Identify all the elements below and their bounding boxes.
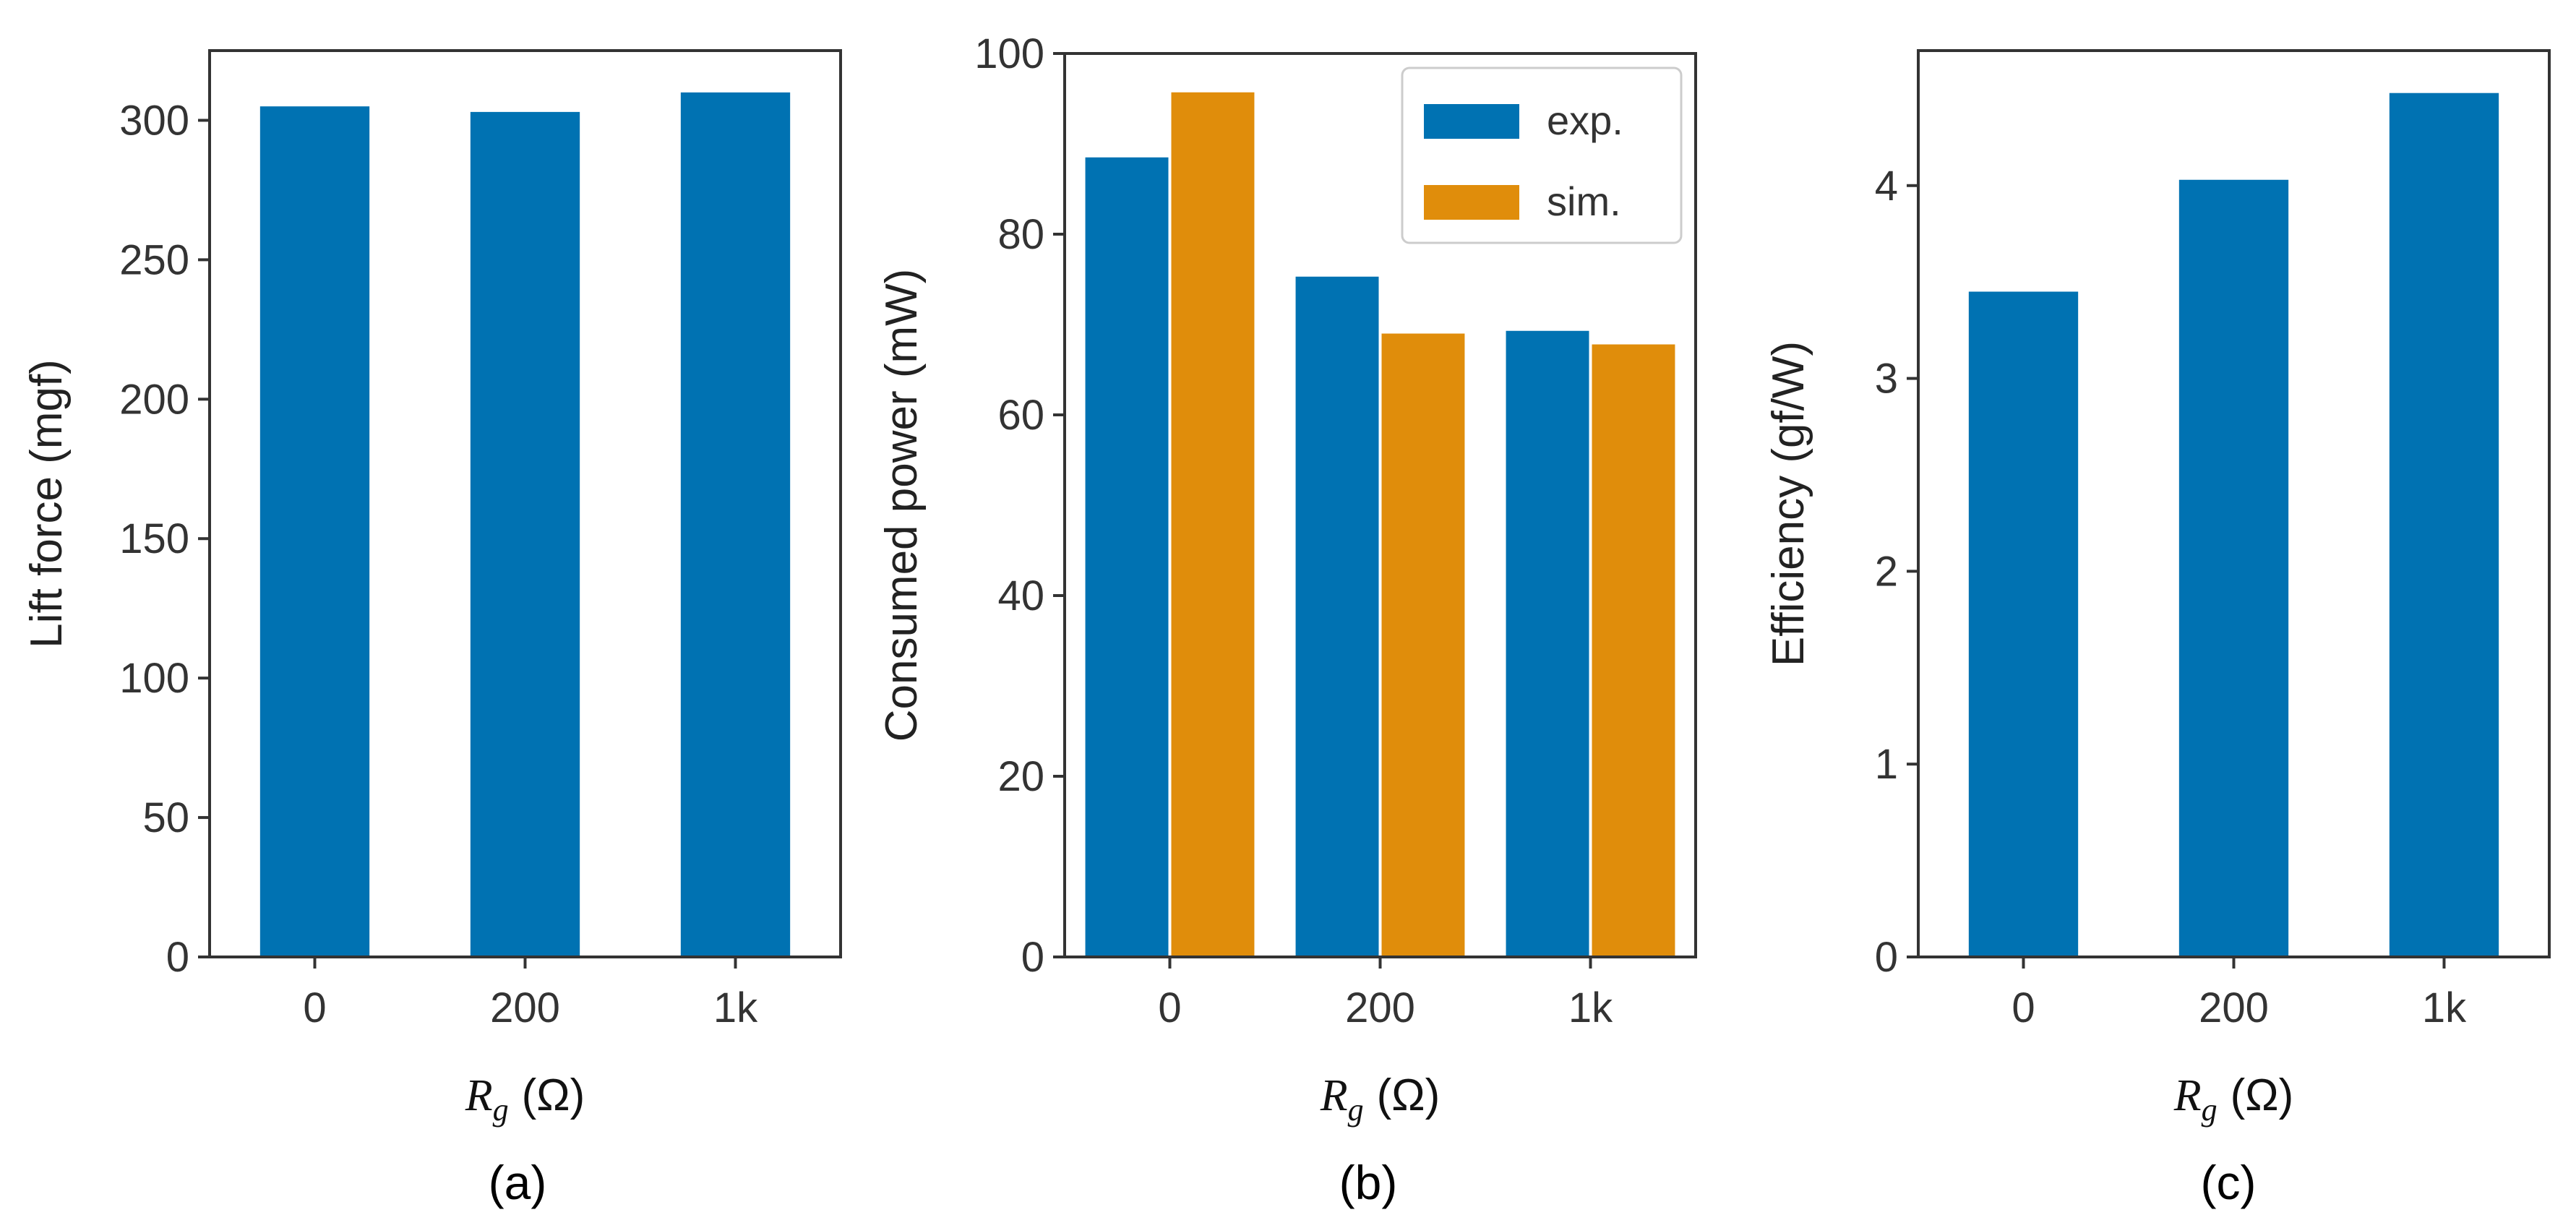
y-tick-label: 0 [1875,934,1898,981]
x-axis-label: Rg (Ω) [2173,1070,2294,1128]
x-axis-label-subscript: g [493,1092,509,1128]
y-tick-label: 20 [997,753,1044,800]
y-tick-label: 3 [1875,356,1898,403]
bars [259,92,791,958]
x-axis-label: Rg (Ω) [465,1070,585,1128]
y-tick-label: 100 [119,655,189,702]
y-tick-label: 150 [119,515,189,562]
legend-label-exp: exp. [1547,98,1623,143]
bar-series0-1k [2389,93,2499,957]
bar-sim-1k [1592,344,1675,957]
legend-swatch-sim [1424,185,1519,220]
bar-exp-200 [1295,276,1379,957]
y-tick-label: 50 [142,794,189,841]
legend: exp. sim. [1401,66,1683,244]
x-tick-label: 200 [490,984,560,1031]
bars [1085,92,1675,957]
y-axis-label: Lift force (mgf) [22,359,72,648]
bar-series0-1k [680,92,791,957]
x-tick-label: 1k [1568,984,1613,1031]
x-axis-label-symbol: R [2173,1071,2202,1120]
panel-c-efficiency: 0 1 2 3 4 0 200 1k Efficiency (gf/W) Rg (Ω) (c) [1764,49,2551,1209]
x-tick-label: 200 [2199,984,2269,1031]
x-axis-label-unit: (Ω) [522,1070,585,1120]
bar-series0-0 [259,106,370,958]
y-tick-label: 0 [166,934,189,981]
legend-label-sim: sim. [1547,179,1621,224]
x-axis-label-symbol: R [1320,1071,1348,1120]
y-tick-label: 300 [119,97,189,144]
legend-swatch-exp [1424,104,1519,139]
y-tick-label: 250 [119,236,189,283]
y-axis-label: Efficiency (gf/W) [1764,341,1813,666]
y-tick-label: 0 [1021,934,1044,981]
x-tick-label: 0 [1158,984,1181,1031]
bar-exp-1k [1506,330,1589,957]
y-tick-label: 100 [974,30,1044,77]
y-tick-label: 4 [1875,163,1898,210]
x-tick-label: 200 [1345,984,1415,1031]
bar-exp-0 [1085,157,1169,957]
panel-label: (c) [2201,1156,2257,1209]
x-tick-label: 1k [2422,984,2467,1031]
y-tick-label: 80 [997,211,1044,258]
x-axis-label: Rg (Ω) [1320,1070,1441,1128]
y-tick-label: 1 [1875,741,1898,788]
x-tick-label: 1k [713,984,758,1031]
y-tick-label: 60 [997,392,1044,439]
bar-series0-200 [470,111,580,958]
x-axis-label-unit: (Ω) [1377,1070,1441,1120]
bars [1968,93,2499,958]
y-axis-label: Consumed power (mW) [877,269,927,742]
panel-label: (a) [489,1156,547,1209]
y-tick-label: 2 [1875,548,1898,595]
bar-series0-0 [1968,291,2079,958]
panel-label: (b) [1339,1156,1398,1209]
x-axis-label-subscript: g [1348,1092,1364,1128]
x-axis-label-symbol: R [465,1071,493,1120]
panel-a-lift-force: 0 50 100 150 200 250 300 0 200 1k Lift force (mgf)… [22,49,842,1209]
bar-series0-200 [2178,179,2289,957]
y-tick-label: 200 [119,376,189,423]
y-tick-label: 40 [997,572,1044,619]
x-tick-label: 0 [303,984,326,1031]
bar-sim-0 [1171,92,1255,957]
x-tick-label: 0 [2012,984,2035,1031]
x-axis-label-subscript: g [2202,1092,2217,1128]
bar-sim-200 [1381,333,1465,957]
panel-b-consumed-power: 0 20 40 60 80 100 0 200 1k Consumed power (mW) Rg (… [877,30,1697,1209]
x-axis-label-unit: (Ω) [2231,1070,2294,1120]
